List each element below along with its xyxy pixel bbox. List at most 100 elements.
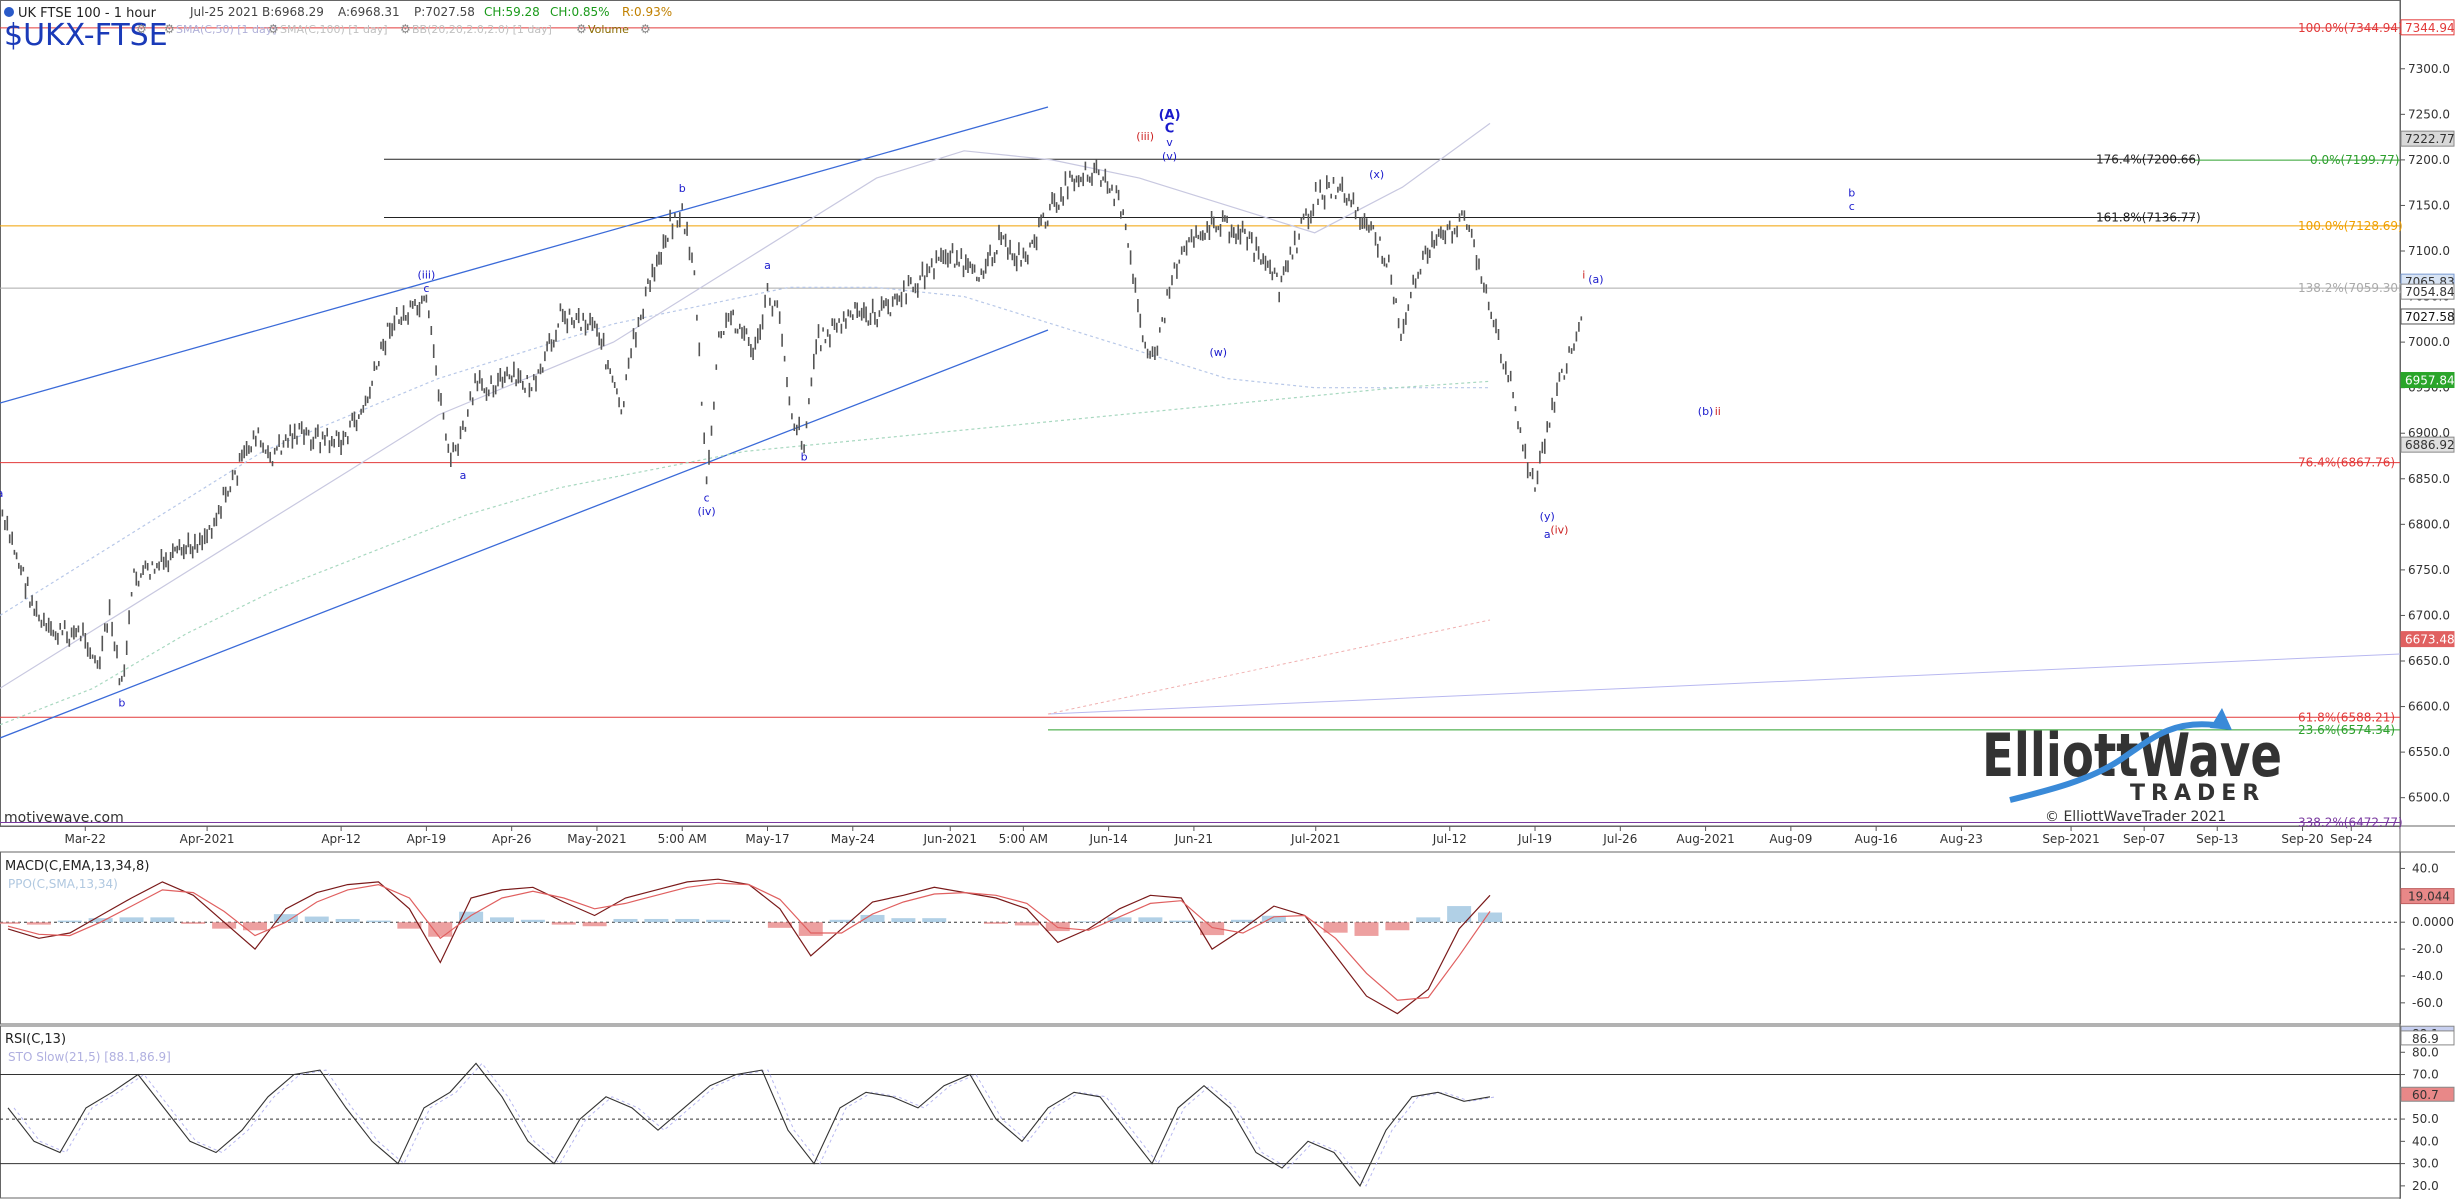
- gear-icon[interactable]: ⚙: [400, 22, 411, 36]
- wave-labels: ab(iii)cabc(iv)ab(A)C(iii)v(v)(w)(x)(y)a…: [0, 108, 1855, 710]
- wave-label: c: [1849, 200, 1855, 213]
- wave-label: (v): [1162, 150, 1177, 163]
- price-tick-label: 6550.0: [2408, 745, 2450, 759]
- macd-histogram-bar: [150, 917, 175, 923]
- time-tick-label: Jun-21: [1174, 832, 1213, 846]
- macd-value-label: 19.044: [2408, 890, 2450, 904]
- macd-histogram-bar: [1447, 906, 1472, 923]
- trend-channel: [0, 106, 2401, 739]
- macd-histogram-bar: [1138, 917, 1163, 923]
- fib-label: 61.8%(6588.21): [2298, 710, 2395, 724]
- macd-histogram-bar: [1385, 922, 1410, 931]
- rsi-tick-label: 80.0: [2412, 1045, 2439, 1059]
- logo-swoosh-icon: [2009, 721, 2216, 803]
- moving-averages: [0, 122, 1491, 726]
- rsi-line: [7, 1062, 1491, 1187]
- macd-histogram-bar: [490, 917, 514, 923]
- wave-label: ii: [1715, 405, 1721, 418]
- ma-line: [0, 380, 1491, 726]
- time-tick-label: Jun-2021: [922, 832, 977, 846]
- symbol-line[interactable]: UK FTSE 100 - 1 hour: [18, 6, 157, 21]
- watermark: motivewave.com: [4, 810, 124, 826]
- time-tick-label: Jul-19: [1517, 832, 1552, 846]
- macd-tick-label: -60.0: [2412, 996, 2443, 1010]
- time-tick-label: Aug-09: [1769, 832, 1812, 846]
- wave-label: (iv): [1550, 523, 1568, 536]
- time-tick-label: Sep-07: [2123, 832, 2165, 846]
- price-bars: [0, 159, 1583, 686]
- price-tag: [2400, 372, 2455, 389]
- macd-histogram-bar: [767, 922, 792, 928]
- rsi-panel: 80.070.060.050.040.030.020.088.186.960.7: [0, 1025, 2455, 1193]
- sto-title[interactable]: STO Slow(21,5) [88.1,86.9]: [8, 1050, 171, 1064]
- macd-histogram-bar: [1478, 912, 1502, 923]
- price-tick-label: 6600.0: [2408, 700, 2450, 714]
- header-price: P:7027.58: [414, 5, 475, 19]
- rsi-value-tag: [2400, 1086, 2455, 1102]
- study-volume[interactable]: Volume: [588, 23, 629, 36]
- macd-histogram-bar: [88, 918, 113, 923]
- price-tag-label: 6957.84: [2405, 374, 2455, 388]
- macd-histogram-bar: [860, 914, 885, 923]
- time-tick-label: Apr-2021: [180, 832, 235, 846]
- wave-label: i: [1582, 268, 1585, 281]
- price-tag-label: 6673.48: [2405, 633, 2455, 647]
- logo-arrow-icon: [2210, 708, 2232, 730]
- wave-label: (iv): [698, 505, 716, 518]
- time-tick-label: May-17: [745, 832, 789, 846]
- macd-tick-label: -20.0: [2412, 942, 2443, 956]
- time-tick-label: Sep-2021: [2042, 832, 2100, 846]
- macd-histogram-bar: [1107, 917, 1132, 923]
- gear-icon[interactable]: ⚙: [576, 22, 587, 36]
- macd-title[interactable]: MACD(C,EMA,13,34,8): [5, 859, 149, 874]
- price-tag: [2400, 283, 2455, 300]
- macd-histogram-bar: [397, 922, 422, 929]
- time-tick-label: Aug-23: [1940, 832, 1983, 846]
- macd-tick-label: 0.0000: [2412, 915, 2454, 929]
- gear-icon[interactable]: ⚙: [136, 22, 147, 36]
- time-tick-label: Jul-12: [1432, 832, 1467, 846]
- macd-histogram-bar: [922, 918, 947, 923]
- macd-histogram-bar: [1076, 921, 1101, 923]
- fib-label: 138.2%(7059.30): [2298, 281, 2403, 295]
- macd-histogram-bar: [1323, 922, 1348, 933]
- time-tick-label: Jul-26: [1602, 832, 1637, 846]
- macd-histogram-bar: [1045, 922, 1070, 932]
- study-sma100[interactable]: SMA(C,100) [1 day]: [280, 23, 388, 36]
- macd-histogram-bar: [829, 919, 854, 923]
- time-tick-label: Apr-26: [492, 832, 532, 846]
- macd-histogram-bar: [551, 922, 576, 925]
- gear-icon[interactable]: ⚙: [164, 22, 175, 36]
- rsi-title[interactable]: RSI(C,13): [5, 1032, 66, 1047]
- macd-histogram-bar: [119, 917, 144, 923]
- time-tick-label: Jun-14: [1088, 832, 1127, 846]
- study-sma50[interactable]: SMA(C,50) [1 day]: [176, 23, 277, 36]
- macd-histogram-bar: [57, 920, 82, 923]
- price-tick-label: 7000.0: [2408, 335, 2450, 349]
- wave-label: b: [1848, 186, 1855, 199]
- study-bb[interactable]: BB(20,20,2.0,2.0) [1 day]: [412, 23, 552, 36]
- price-tag: [2400, 436, 2455, 453]
- price-series: [0, 159, 1583, 686]
- macd-histogram-bar: [1169, 920, 1194, 923]
- time-tick-label: Jul-2021: [1290, 832, 1340, 846]
- macd-histogram-bar: [335, 918, 360, 923]
- ticker-label: $UKX-FTSE: [4, 18, 168, 53]
- ma-line: [0, 286, 1490, 616]
- fib-label: 100.0%(7128.69): [2298, 219, 2403, 233]
- fib-levels: 100.0%(7344.94) 176.4%(7200.66) 0.0%(7199.…: [0, 21, 2403, 829]
- price-tick-label: 6650.0: [2408, 654, 2450, 668]
- rsi-value-label: 86.9: [2412, 1032, 2439, 1046]
- macd-histogram-bar: [984, 922, 1008, 924]
- header-date: Jul-25 2021: [189, 5, 258, 19]
- gear-icon[interactable]: ⚙: [640, 22, 651, 36]
- fib-label: 161.8%(7136.77): [2096, 210, 2201, 224]
- price-tick-label: 6850.0: [2408, 472, 2450, 486]
- time-tick-label: May-24: [831, 832, 875, 846]
- time-tick-label: 5:00 AM: [999, 832, 1048, 846]
- gear-icon[interactable]: ⚙: [268, 22, 279, 36]
- ppo-title[interactable]: PPO(C,SMA,13,34): [8, 877, 118, 891]
- header-bid: B:6968.29: [262, 5, 324, 19]
- price-tag: [2400, 19, 2455, 36]
